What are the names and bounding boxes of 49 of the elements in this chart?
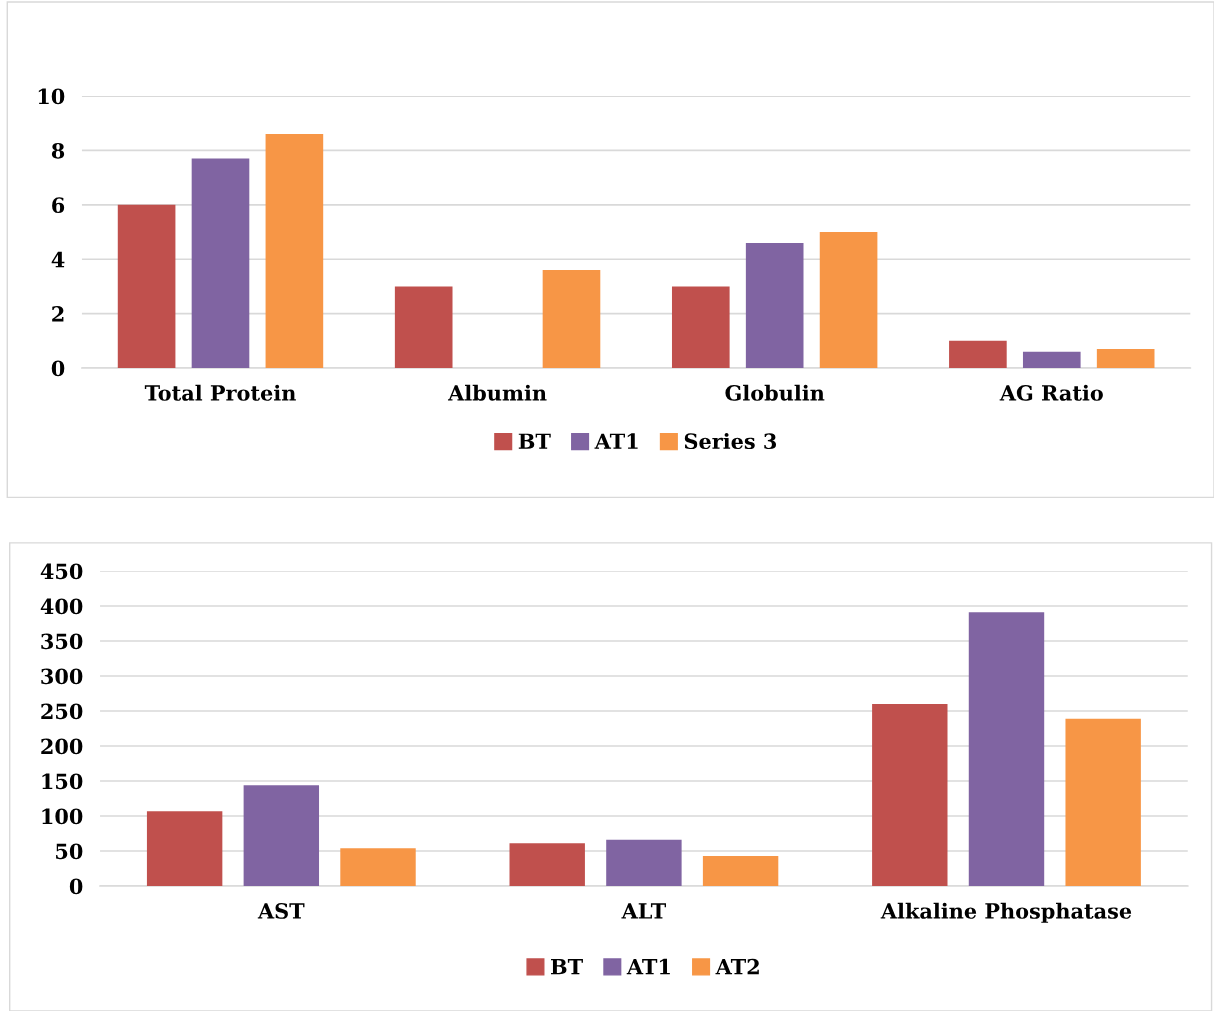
x-tick-label: ALT	[621, 903, 666, 919]
x-tick-label: Total Protein	[144, 384, 296, 401]
y-tick-label: 2	[52, 306, 64, 322]
y-tick-label: 0	[69, 878, 83, 895]
bar	[949, 340, 1007, 368]
x-tick-label: Globulin	[725, 384, 825, 401]
y-tick-label: 4	[51, 251, 65, 268]
bar	[509, 843, 585, 887]
y-tick-label: 8	[51, 142, 65, 159]
bar	[671, 286, 730, 368]
legend-label: BT	[518, 433, 551, 449]
bar	[191, 158, 250, 368]
bar	[606, 839, 682, 887]
y-tick-label: 350	[41, 633, 83, 650]
bar	[394, 286, 453, 368]
y-tick-label: 150	[42, 773, 83, 790]
legend-label: Series 3	[684, 432, 777, 450]
y-tick-label: 450	[40, 563, 83, 580]
x-tick-label: Alkaline Phosphatase	[880, 902, 1132, 923]
bar	[146, 811, 223, 887]
bar	[872, 704, 948, 887]
x-tick-label: AG Ratio	[999, 384, 1103, 401]
y-tick-label: 0	[51, 360, 65, 377]
bar	[745, 242, 804, 368]
legend-label: BT	[551, 958, 583, 975]
bar	[968, 612, 1045, 887]
bar	[265, 134, 324, 368]
bar	[819, 232, 878, 368]
bar	[340, 848, 416, 887]
x-tick-label: Albumin	[447, 384, 547, 401]
bar	[243, 785, 320, 887]
bar	[117, 204, 176, 368]
y-tick-label: 300	[41, 668, 83, 685]
bar	[542, 270, 601, 368]
bar	[702, 855, 779, 887]
y-tick-label: 100	[42, 808, 83, 825]
x-tick-label: AST	[257, 903, 305, 919]
y-tick-label: 200	[41, 738, 83, 755]
legend-label: AT2	[715, 958, 759, 975]
legend-label: AT1	[626, 958, 670, 975]
y-tick-label: 10	[38, 88, 65, 105]
y-tick-label: 6	[52, 197, 65, 214]
bar	[1022, 351, 1081, 368]
y-tick-label: 50	[56, 843, 83, 860]
y-tick-label: 250	[41, 703, 83, 720]
bar	[1065, 718, 1141, 887]
y-tick-label: 400	[40, 598, 83, 615]
bar	[1096, 348, 1155, 368]
legend-label: AT1	[594, 433, 638, 449]
